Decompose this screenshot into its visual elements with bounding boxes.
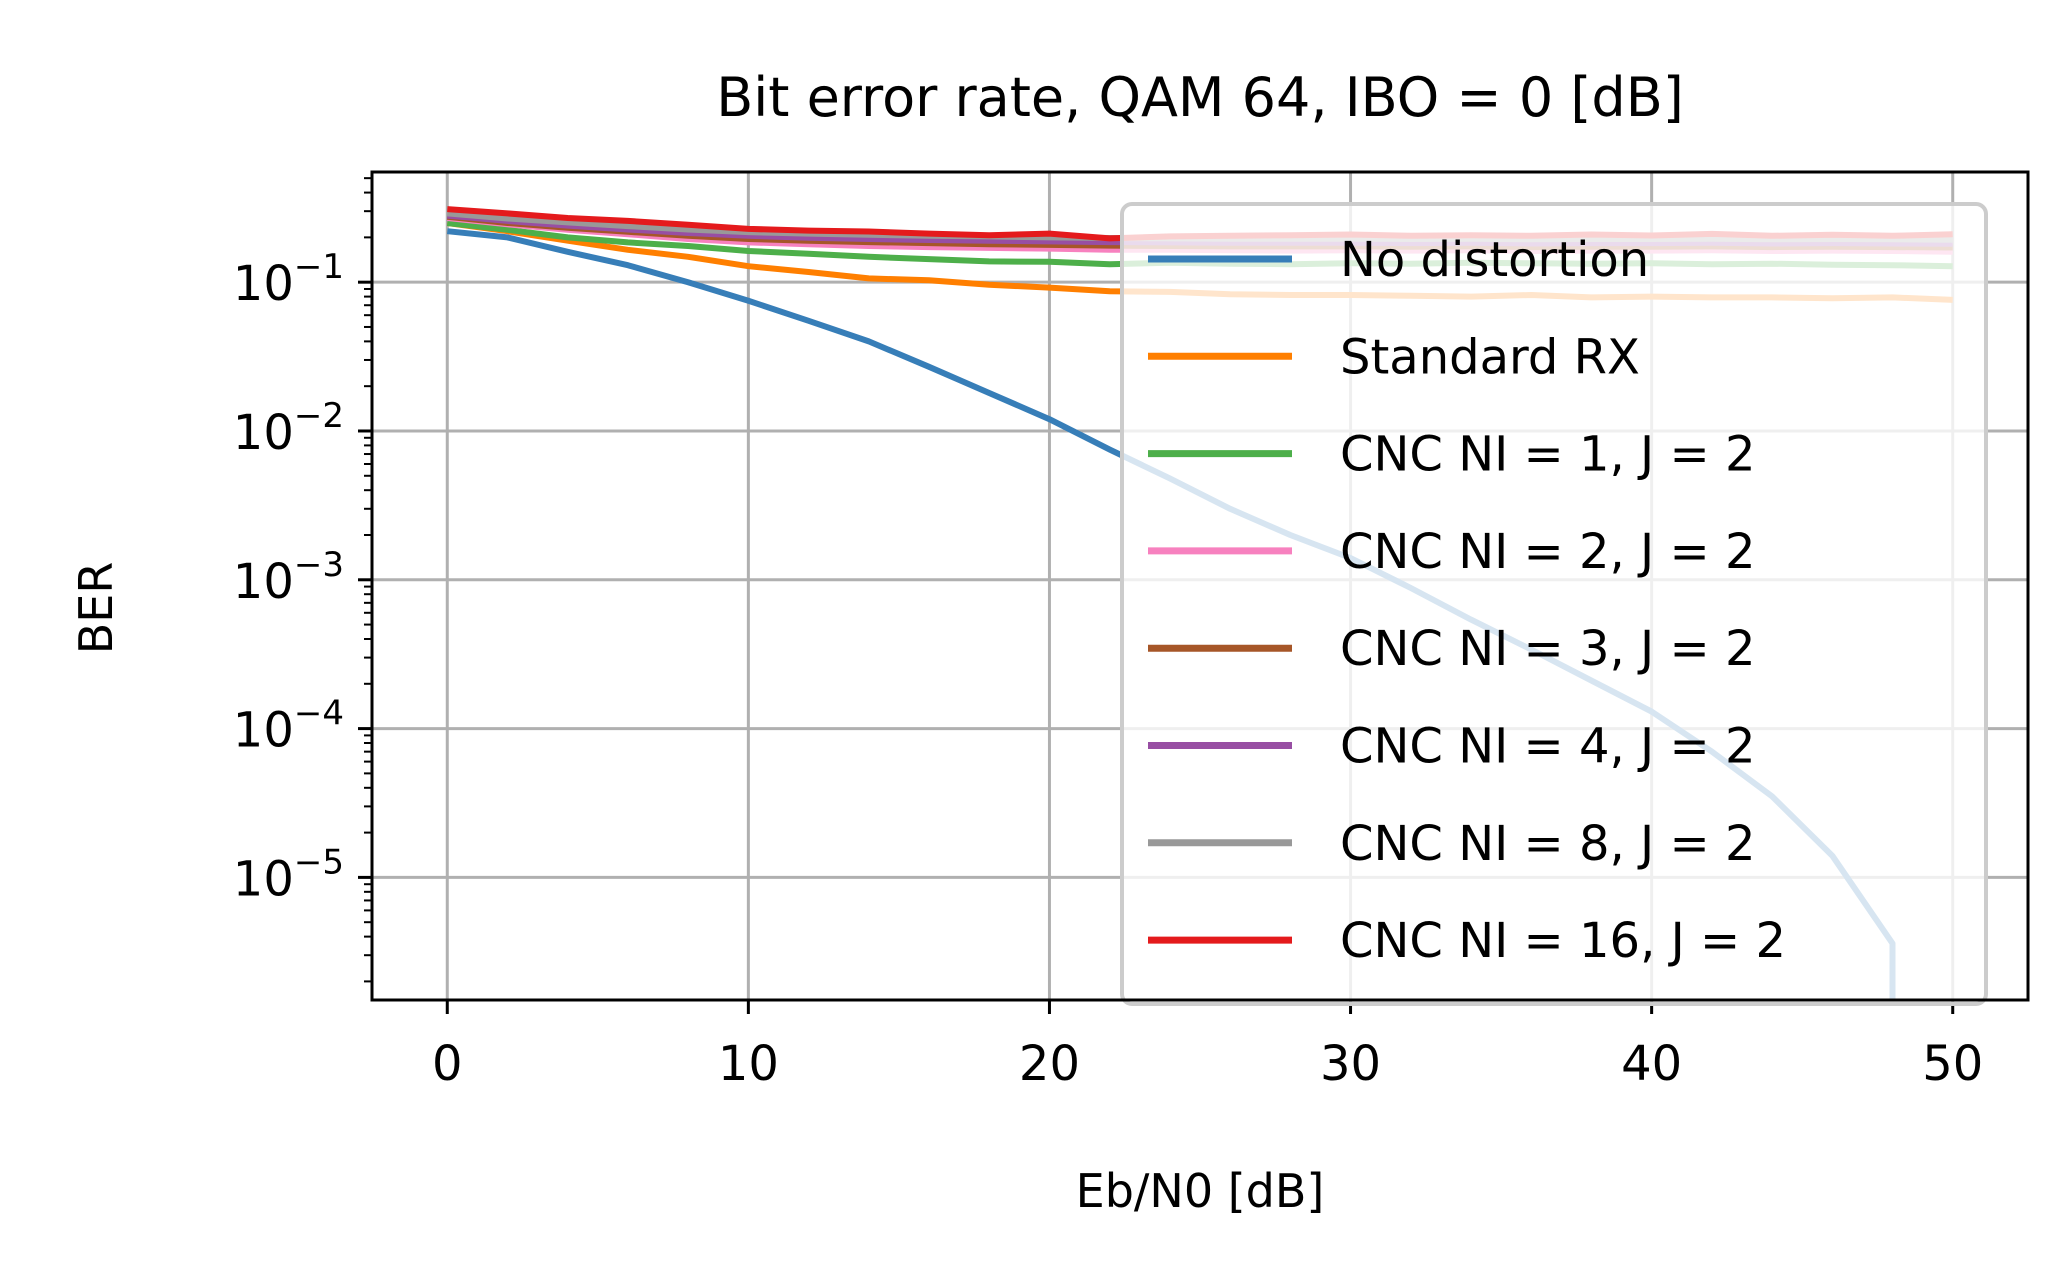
legend-box — [1120, 202, 1988, 1006]
legend-entry-label: Standard RX — [1340, 329, 1640, 385]
y-tick-label: 10−1 — [233, 247, 344, 312]
x-tick-label: 20 — [1019, 1036, 1080, 1092]
legend-entry-label: CNC NI = 3, J = 2 — [1340, 621, 1755, 677]
y-tick-label: 10−3 — [233, 545, 344, 610]
legend-entry-label: CNC NI = 1, J = 2 — [1340, 427, 1755, 483]
legend: No distortion Standard RX CNC NI = 1, J = … — [1120, 202, 1988, 1006]
plot-frame — [370, 170, 2030, 1002]
legend-entry-label: CNC NI = 8, J = 2 — [1340, 816, 1755, 872]
x-tick-label: 50 — [1922, 1036, 1983, 1092]
x-axis-label: Eb/N0 [dB] — [1076, 1164, 1325, 1218]
legend-entry-label: No distortion — [1340, 232, 1649, 288]
x-tick-label: 30 — [1320, 1036, 1381, 1092]
y-tick-label: 10−5 — [233, 842, 344, 907]
x-tick-label: 0 — [432, 1036, 463, 1092]
y-tick-label: 10−4 — [233, 694, 344, 759]
chart-title: Bit error rate, QAM 64, IBO = 0 [dB] — [716, 66, 1684, 129]
legend-entry-label: CNC NI = 16, J = 2 — [1340, 913, 1786, 969]
axis-ticks: 0 10 20 30 40 50 10−1 10−2 10−3 10−4 10−5 — [233, 177, 1983, 1092]
y-tick-label: 10−2 — [233, 396, 344, 461]
legend-entry-label: CNC NI = 4, J = 2 — [1340, 719, 1755, 775]
y-axis-label: BER — [69, 562, 123, 655]
legend-entry-label: CNC NI = 2, J = 2 — [1340, 524, 1755, 580]
x-tick-label: 40 — [1621, 1036, 1682, 1092]
x-tick-label: 10 — [718, 1036, 779, 1092]
